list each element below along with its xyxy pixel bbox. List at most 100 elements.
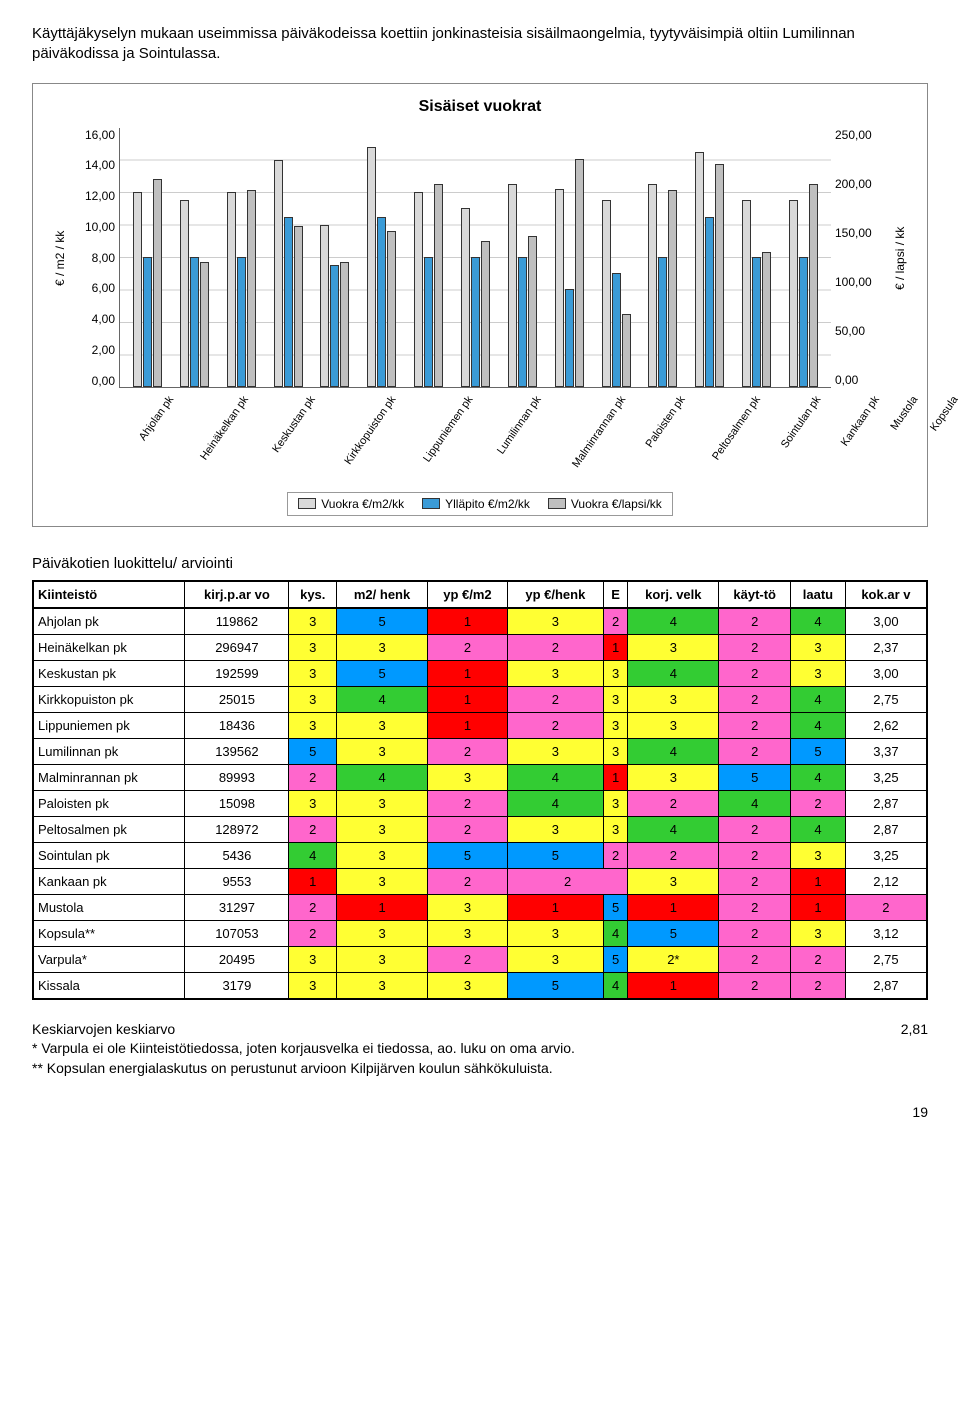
bar-vuokra-m2 [789,200,798,386]
table-cell: 3,25 [845,764,927,790]
table-cell: 2 [507,686,603,712]
avg-label: Keskiarvojen keskiarvo [32,1020,175,1040]
table-cell: 2 [289,816,337,842]
bar-yllapito [330,265,339,386]
evaluation-table: Kiinteistökirj.p.ar vokys.m2/ henkyp €/m… [32,580,928,1000]
bar-vuokra-m2 [133,192,142,386]
y-tick: 12,00 [73,189,115,203]
table-cell: 2 [719,920,791,946]
table-cell: 5 [603,946,628,972]
bar-vuokra-lapsi [434,184,443,386]
table-cell: 296947 [185,634,289,660]
bar-vuokra-lapsi [528,236,537,386]
table-cell: Varpula* [33,946,185,972]
table-cell: Lippuniemen pk [33,712,185,738]
table-cell: 3 [289,608,337,635]
table-cell: 1 [428,712,508,738]
intro-text: Käyttäjäkyselyn mukaan useimmissa päiväk… [32,24,928,65]
table-cell: 3 [603,686,628,712]
bar-vuokra-lapsi [294,226,303,387]
bar-vuokra-lapsi [715,164,724,387]
table-cell: 9553 [185,868,289,894]
y-axis-right-ticks: 250,00200,00150,00100,0050,000,00 [831,128,891,388]
table-cell: Kopsula** [33,920,185,946]
table-cell: Kirkkopuiston pk [33,686,185,712]
table-cell: 192599 [185,660,289,686]
table-cell: 1 [603,634,628,660]
table-cell: Heinäkelkan pk [33,634,185,660]
table-row: Lippuniemen pk18436331233242,62 [33,712,927,738]
table-row: Ahjolan pk119862351324243,00 [33,608,927,635]
table-cell: 3,00 [845,660,927,686]
table-cell: 3 [337,634,428,660]
table-cell: 4 [337,686,428,712]
bar-yllapito [612,273,621,386]
table-cell: 2 [628,842,719,868]
table-cell: 5 [791,738,846,764]
table-cell: 3179 [185,972,289,999]
table-cell: 4 [791,608,846,635]
bar-group [499,128,546,387]
bar-vuokra-m2 [695,152,704,387]
table-cell: Mustola [33,894,185,920]
table-cell: 4 [507,790,603,816]
y-tick: 200,00 [835,177,887,191]
table-row: Kirkkopuiston pk25015341233242,75 [33,686,927,712]
table-cell: 2,75 [845,686,927,712]
bar-group [593,128,640,387]
bar-vuokra-lapsi [809,184,818,386]
table-cell: 2 [719,660,791,686]
bar-yllapito [799,257,808,387]
bar-vuokra-lapsi [481,241,490,386]
table-cell: 119862 [185,608,289,635]
bar-yllapito [471,257,480,387]
table-header: m2/ henk [337,581,428,608]
table-cell: 3 [289,634,337,660]
bar-group [358,128,405,387]
table-header: yp €/henk [507,581,603,608]
bar-yllapito [658,257,667,387]
table-cell: 2 [791,946,846,972]
table-cell: Kankaan pk [33,868,185,894]
table-cell: 3 [507,738,603,764]
table-cell: 20495 [185,946,289,972]
y-tick: 50,00 [835,324,887,338]
bar-vuokra-m2 [180,200,189,386]
table-cell: 2 [428,634,508,660]
table-cell: 25015 [185,686,289,712]
bar-yllapito [284,217,293,387]
table-cell: Peltosalmen pk [33,816,185,842]
bar-group [405,128,452,387]
table-cell: 2 [603,608,628,635]
table-row: Kopsula**107053233345233,12 [33,920,927,946]
table-cell: 3 [507,920,603,946]
table-header: korj. velk [628,581,719,608]
table-cell: 3 [603,660,628,686]
bar-group [265,128,312,387]
table-cell: 2 [428,868,508,894]
table-row: Lumilinnan pk139562532334253,37 [33,738,927,764]
table-row: Peltosalmen pk128972232334242,87 [33,816,927,842]
table-row: Keskustan pk192599351334233,00 [33,660,927,686]
table-cell: 3 [337,868,428,894]
table-cell: 3,00 [845,608,927,635]
bar-vuokra-lapsi [575,159,584,387]
bar-vuokra-lapsi [622,314,631,387]
table-cell: Sointulan pk [33,842,185,868]
legend-item: Vuokra €/m2/kk [298,497,404,511]
y-tick: 4,00 [73,312,115,326]
bar-group [452,128,499,387]
y-axis-left-ticks: 16,0014,0012,0010,008,006,004,002,000,00 [69,128,119,388]
legend-item: Ylläpito €/m2/kk [422,497,530,511]
table-row: Mustola31297213151212 [33,894,927,920]
table-cell: 3 [791,660,846,686]
table-cell: Malminrannan pk [33,764,185,790]
table-cell: 5 [428,842,508,868]
table-cell: 3 [603,790,628,816]
avg-value: 2,81 [901,1020,928,1040]
table-cell: 3 [337,790,428,816]
table-cell: Keskustan pk [33,660,185,686]
table-cell: Paloisten pk [33,790,185,816]
table-cell: 2 [507,712,603,738]
table-cell: 3 [791,842,846,868]
